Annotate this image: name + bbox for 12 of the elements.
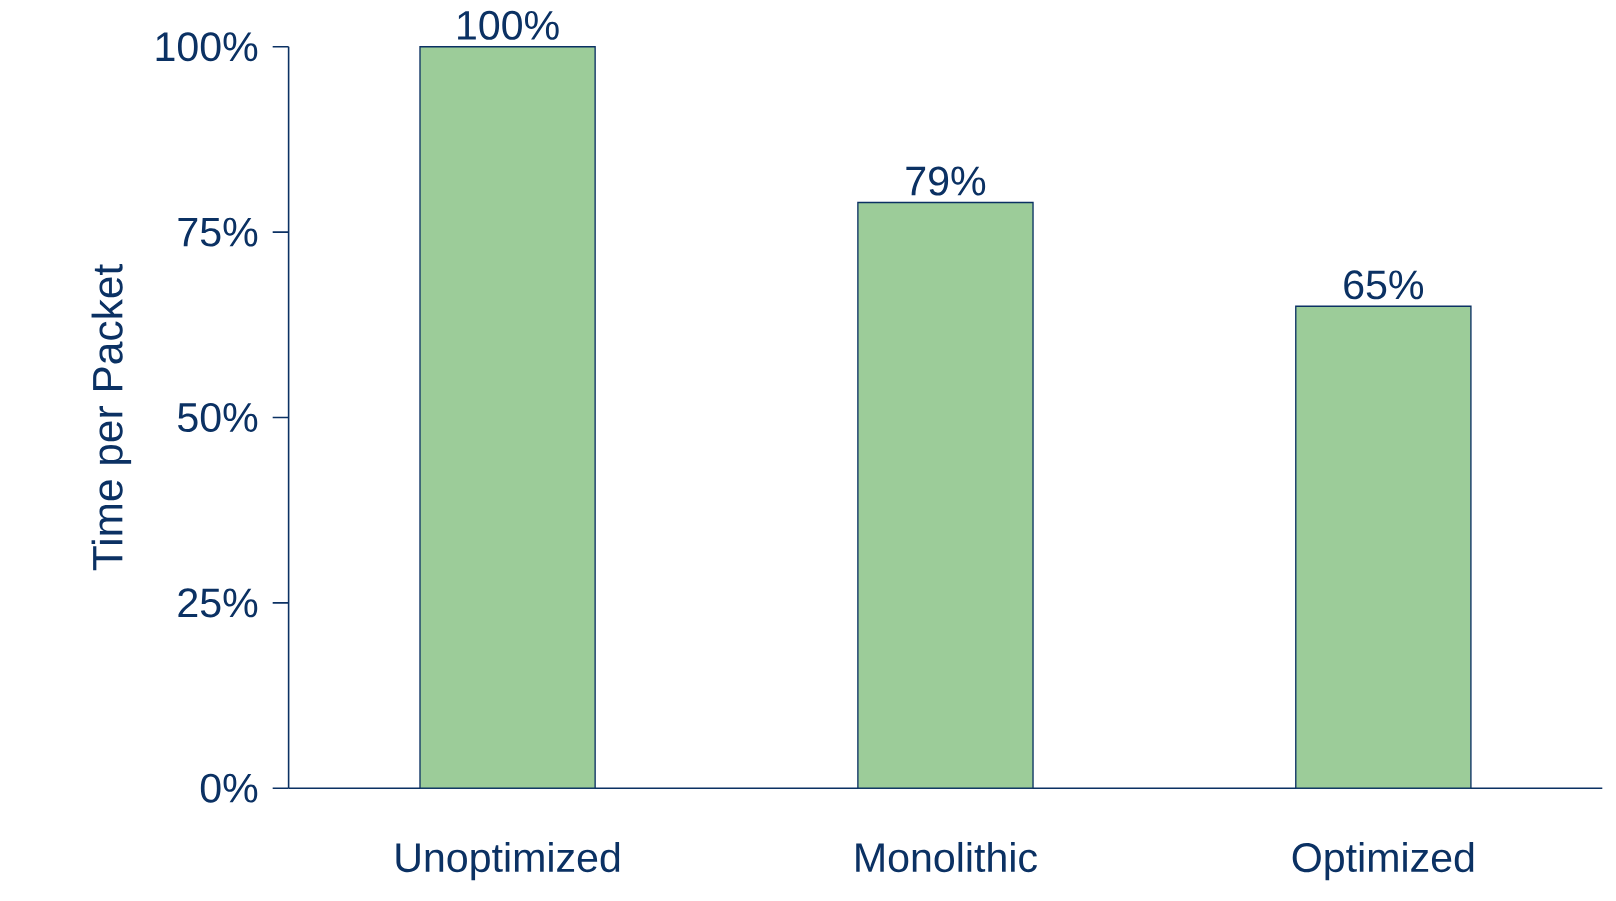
data-label: 65% bbox=[1344, 270, 1424, 300]
x-tick-label: Monolithic bbox=[856, 842, 1037, 873]
y-tick-label: 0% bbox=[200, 773, 258, 803]
x-tick-label: Optimized bbox=[1292, 842, 1474, 881]
y-tick-label: 75% bbox=[178, 217, 258, 247]
data-label: 79% bbox=[906, 166, 986, 196]
y-tick-label: 25% bbox=[178, 588, 258, 618]
x-tick-label: Unoptimized bbox=[396, 842, 620, 881]
y-tick-label: 100% bbox=[156, 32, 258, 62]
y-tick-label: 50% bbox=[178, 403, 258, 433]
y-axis-title: Time per Packet bbox=[91, 264, 132, 571]
data-label: 100% bbox=[458, 10, 559, 41]
